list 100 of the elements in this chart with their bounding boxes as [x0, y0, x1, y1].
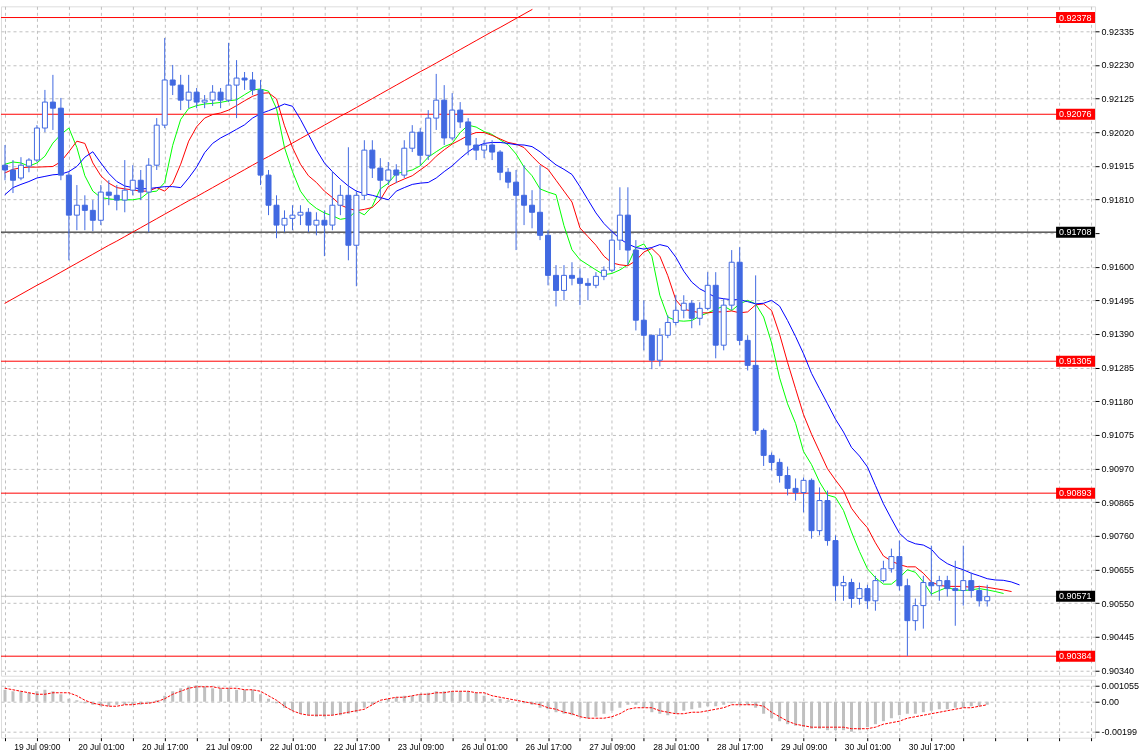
candlestick — [49, 74, 56, 131]
candlestick — [560, 264, 567, 301]
ref-line-label: 0.90571 — [1059, 591, 1092, 602]
candlestick — [481, 139, 488, 159]
y-tick-label: 0.91495 — [1101, 295, 1135, 306]
x-tick-label: 20 Jul 17:00 — [142, 742, 189, 753]
candlestick — [944, 575, 951, 598]
candlestick — [1, 144, 8, 181]
candlestick — [177, 74, 184, 111]
x-tick-label: 20 Jul 01:00 — [78, 742, 125, 753]
candlestick — [9, 159, 16, 194]
y-tick-label: 0.91810 — [1101, 194, 1135, 205]
x-tick-label: 22 Jul 01:00 — [269, 742, 317, 753]
candlestick — [584, 277, 591, 301]
candlestick — [137, 169, 144, 201]
x-tick-label: 29 Jul 09:00 — [780, 742, 828, 753]
y-tick-label: 0.90970 — [1101, 464, 1135, 474]
candlestick — [568, 261, 575, 286]
line-series — [4, 686, 988, 730]
x-tick-label: 22 Jul 17:00 — [333, 742, 381, 753]
candlestick — [369, 139, 376, 179]
y-tick-label: 0.00 — [1101, 697, 1120, 708]
ref-line-label: 0.90893 — [1059, 488, 1092, 499]
y-tick-label: 0.92230 — [1101, 60, 1135, 71]
candlestick — [89, 199, 96, 232]
candlestick — [672, 294, 679, 326]
y-tick-label: 0.001055 — [1101, 681, 1140, 692]
y-tick-label: 0.91390 — [1101, 329, 1135, 340]
candlestick — [73, 184, 80, 231]
candlestick — [465, 117, 472, 156]
y-tick-label: 0.90760 — [1101, 531, 1135, 542]
candlestick — [976, 585, 983, 608]
candlestick — [529, 189, 536, 229]
ref-line-label: 0.92378 — [1059, 12, 1092, 23]
candlestick — [105, 179, 112, 206]
ref-line-label: 0.91305 — [1059, 356, 1092, 367]
candlestick — [505, 167, 512, 189]
y-tick-label: 0.91285 — [1101, 363, 1135, 374]
ref-line-label: 0.91708 — [1059, 227, 1092, 238]
y-tick-label: 0.90340 — [1101, 665, 1135, 676]
candlestick — [473, 137, 480, 161]
y-tick-label: 0.91915 — [1101, 161, 1135, 172]
x-tick-label: 26 Jul 17:00 — [525, 742, 572, 753]
candlestick — [928, 545, 935, 597]
x-tick-label: 23 Jul 09:00 — [397, 742, 445, 753]
candlestick — [968, 572, 975, 599]
candlestick — [17, 156, 24, 181]
y-tick-label: -0.00199 — [1101, 727, 1138, 738]
candlestick — [576, 267, 583, 306]
candlestick — [936, 575, 943, 602]
y-tick-label: 0.92335 — [1101, 26, 1135, 37]
ref-line-label: 0.92076 — [1059, 109, 1092, 120]
x-tick-label: 30 Jul 01:00 — [844, 742, 892, 753]
candlestick — [704, 271, 711, 311]
y-tick-label: 0.90445 — [1101, 632, 1135, 643]
y-tick-label: 0.91180 — [1101, 396, 1134, 407]
candlestick — [960, 545, 967, 607]
candlestick — [433, 73, 440, 131]
candlestick — [688, 299, 695, 329]
candlestick — [121, 159, 128, 213]
x-tick-label: 19 Jul 09:00 — [14, 742, 61, 753]
candlestick — [393, 163, 400, 184]
bar — [306, 701, 310, 716]
ref-line-label: 0.90384 — [1059, 651, 1092, 662]
y-tick-label: 0.90865 — [1101, 497, 1135, 508]
candlestick — [696, 301, 703, 326]
x-tick-label: 28 Jul 17:00 — [717, 742, 764, 753]
y-tick-label: 0.91075 — [1101, 430, 1135, 441]
candlestick — [513, 169, 520, 251]
candlestick — [409, 124, 416, 153]
candlestick — [185, 74, 192, 109]
y-tick-label: 0.91600 — [1101, 262, 1135, 273]
candlestick — [521, 164, 528, 226]
x-tick-label: 27 Jul 09:00 — [589, 742, 636, 753]
candlestick — [497, 149, 504, 181]
y-tick-label: 0.92020 — [1101, 127, 1135, 138]
candlestick — [680, 294, 687, 319]
candlestick — [457, 101, 464, 129]
candlestick — [417, 127, 424, 166]
candlestick — [377, 157, 384, 201]
candlestick — [600, 265, 607, 281]
x-tick-label: 30 Jul 17:00 — [908, 742, 956, 753]
x-tick-label: 21 Jul 09:00 — [205, 742, 253, 753]
bar — [115, 701, 119, 705]
candlestick — [81, 194, 88, 231]
bar — [330, 701, 334, 716]
candlestick — [537, 164, 544, 241]
candlestick — [984, 584, 991, 608]
candlestick — [640, 299, 647, 351]
y-tick-label: 0.90550 — [1101, 598, 1135, 609]
candlestick — [553, 264, 559, 307]
candlestick — [489, 139, 496, 161]
candlestick — [169, 64, 176, 96]
candlestick — [664, 314, 671, 339]
candlestick — [952, 560, 959, 627]
candlestick — [129, 164, 136, 196]
y-tick-label: 0.90655 — [1101, 564, 1135, 575]
candlestick — [113, 184, 120, 211]
candlestick — [385, 161, 392, 186]
x-tick-label: 28 Jul 01:00 — [653, 742, 700, 753]
